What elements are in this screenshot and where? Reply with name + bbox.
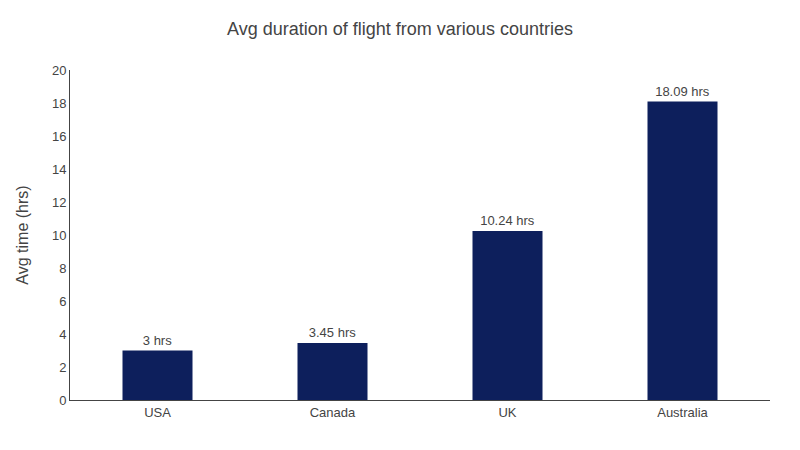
svg-text:18.09 hrs: 18.09 hrs — [655, 84, 710, 99]
svg-text:Australia: Australia — [657, 405, 708, 420]
svg-text:12: 12 — [52, 195, 66, 210]
svg-text:16: 16 — [52, 129, 66, 144]
svg-text:10.24 hrs: 10.24 hrs — [480, 213, 535, 228]
svg-text:Avg duration of flight from va: Avg duration of flight from various coun… — [227, 19, 573, 39]
svg-text:18: 18 — [52, 96, 66, 111]
svg-text:Avg time (hrs): Avg time (hrs) — [14, 185, 31, 284]
svg-text:3.45 hrs: 3.45 hrs — [309, 325, 356, 340]
svg-text:3 hrs: 3 hrs — [143, 333, 172, 348]
svg-text:14: 14 — [52, 162, 66, 177]
svg-text:8: 8 — [59, 261, 66, 276]
svg-text:4: 4 — [59, 327, 66, 342]
svg-text:10: 10 — [52, 228, 66, 243]
svg-text:UK: UK — [498, 405, 516, 420]
svg-text:2: 2 — [59, 360, 66, 375]
svg-text:20: 20 — [52, 63, 66, 78]
svg-text:6: 6 — [59, 294, 66, 309]
svg-text:0: 0 — [59, 393, 66, 408]
svg-text:Canada: Canada — [310, 405, 356, 420]
svg-text:USA: USA — [144, 405, 171, 420]
